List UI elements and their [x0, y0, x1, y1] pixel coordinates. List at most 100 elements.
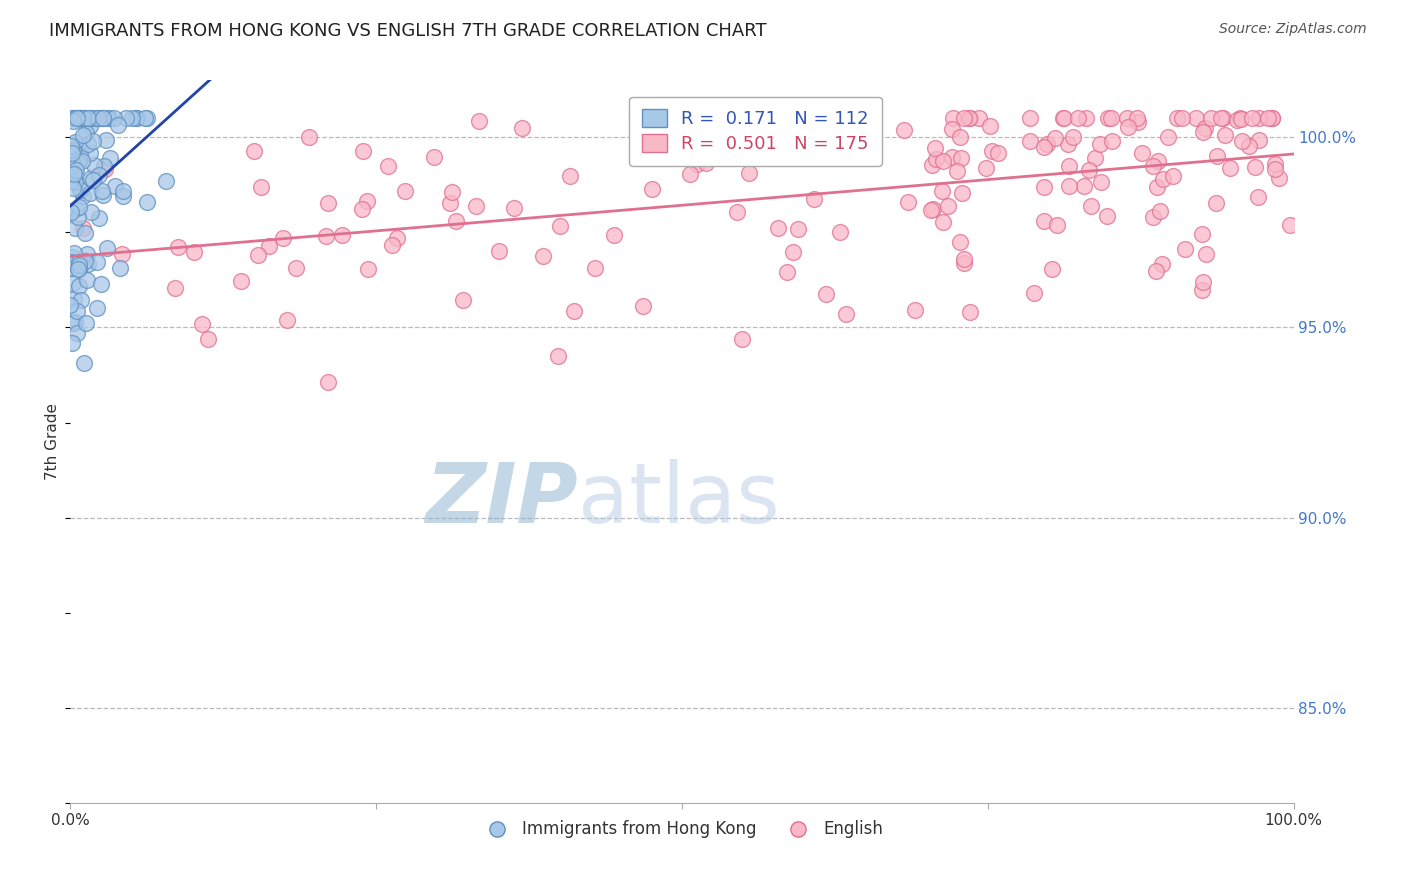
Point: [1097, 112, 1119, 126]
Point: [1206, 149, 1229, 163]
Point: [957, 112, 980, 126]
Point: [87, 112, 110, 126]
Point: [1045, 131, 1067, 145]
Point: [1040, 261, 1063, 276]
Point: [72, 189, 94, 203]
Point: [67, 201, 90, 215]
Point: [352, 202, 374, 217]
Point: [1032, 180, 1054, 194]
Point: [60, 139, 83, 153]
Point: [72, 128, 94, 143]
Point: [60, 250, 83, 264]
Point: [63, 315, 86, 329]
Point: [1073, 178, 1095, 193]
Point: [60, 154, 83, 169]
Point: [197, 332, 219, 346]
Point: [70, 154, 93, 169]
Point: [67, 258, 90, 272]
Point: [136, 112, 159, 126]
Point: [1101, 134, 1123, 148]
Point: [1142, 159, 1164, 173]
Point: [936, 199, 959, 213]
Point: [79, 119, 101, 133]
Point: [941, 121, 963, 136]
Point: [1230, 112, 1253, 126]
Point: [1268, 171, 1291, 186]
Point: [381, 238, 404, 252]
Point: [1146, 180, 1168, 194]
Point: [946, 163, 969, 178]
Point: [1147, 154, 1170, 169]
Point: [62, 165, 84, 179]
Point: [547, 349, 569, 363]
Point: [243, 144, 266, 158]
Point: [63, 136, 86, 150]
Point: [641, 182, 664, 196]
Point: [107, 119, 129, 133]
Point: [803, 192, 825, 206]
Point: [1032, 213, 1054, 227]
Point: [422, 150, 444, 164]
Point: [80, 112, 103, 126]
Point: [76, 247, 98, 261]
Point: [69, 183, 91, 197]
Point: [67, 112, 90, 126]
Point: [165, 281, 187, 295]
Point: [1152, 172, 1174, 186]
Point: [931, 184, 953, 198]
Point: [89, 211, 111, 225]
Text: ZIP: ZIP: [425, 458, 578, 540]
Point: [679, 167, 702, 181]
Point: [98, 152, 121, 166]
Point: [1115, 112, 1137, 126]
Point: [75, 226, 97, 240]
Point: [125, 112, 148, 126]
Point: [66, 304, 89, 318]
Point: [1257, 112, 1279, 126]
Point: [932, 215, 955, 229]
Point: [1261, 112, 1284, 126]
Point: [920, 203, 942, 218]
Point: [922, 202, 945, 216]
Point: [749, 113, 772, 128]
Point: [63, 292, 86, 306]
Point: [183, 245, 205, 260]
Point: [1166, 112, 1188, 126]
Point: [155, 173, 177, 187]
Point: [191, 318, 214, 332]
Point: [1059, 159, 1081, 173]
Point: [66, 262, 89, 277]
Point: [1205, 196, 1227, 211]
Point: [987, 146, 1010, 161]
Point: [444, 214, 467, 228]
Point: [782, 244, 804, 259]
Point: [69, 112, 91, 126]
Point: [959, 304, 981, 318]
Y-axis label: 7th Grade: 7th Grade: [45, 403, 60, 480]
Point: [249, 179, 271, 194]
Point: [950, 152, 973, 166]
Point: [90, 277, 112, 292]
Point: [1244, 160, 1267, 174]
Point: [1142, 210, 1164, 224]
Point: [136, 195, 159, 210]
Point: [72, 112, 94, 126]
Point: [1053, 112, 1076, 126]
Point: [1036, 136, 1059, 151]
Point: [602, 228, 624, 243]
Point: [835, 307, 858, 321]
Point: [65, 163, 87, 178]
Point: [924, 141, 946, 155]
Point: [1241, 112, 1264, 126]
Point: [952, 252, 974, 266]
Point: [60, 112, 83, 126]
Point: [897, 195, 920, 210]
Point: [96, 112, 118, 126]
Point: [111, 184, 134, 198]
Point: [1077, 162, 1099, 177]
Point: [1219, 161, 1241, 175]
Point: [787, 222, 810, 236]
Point: [65, 112, 87, 126]
Point: [464, 199, 486, 213]
Point: [103, 112, 125, 126]
